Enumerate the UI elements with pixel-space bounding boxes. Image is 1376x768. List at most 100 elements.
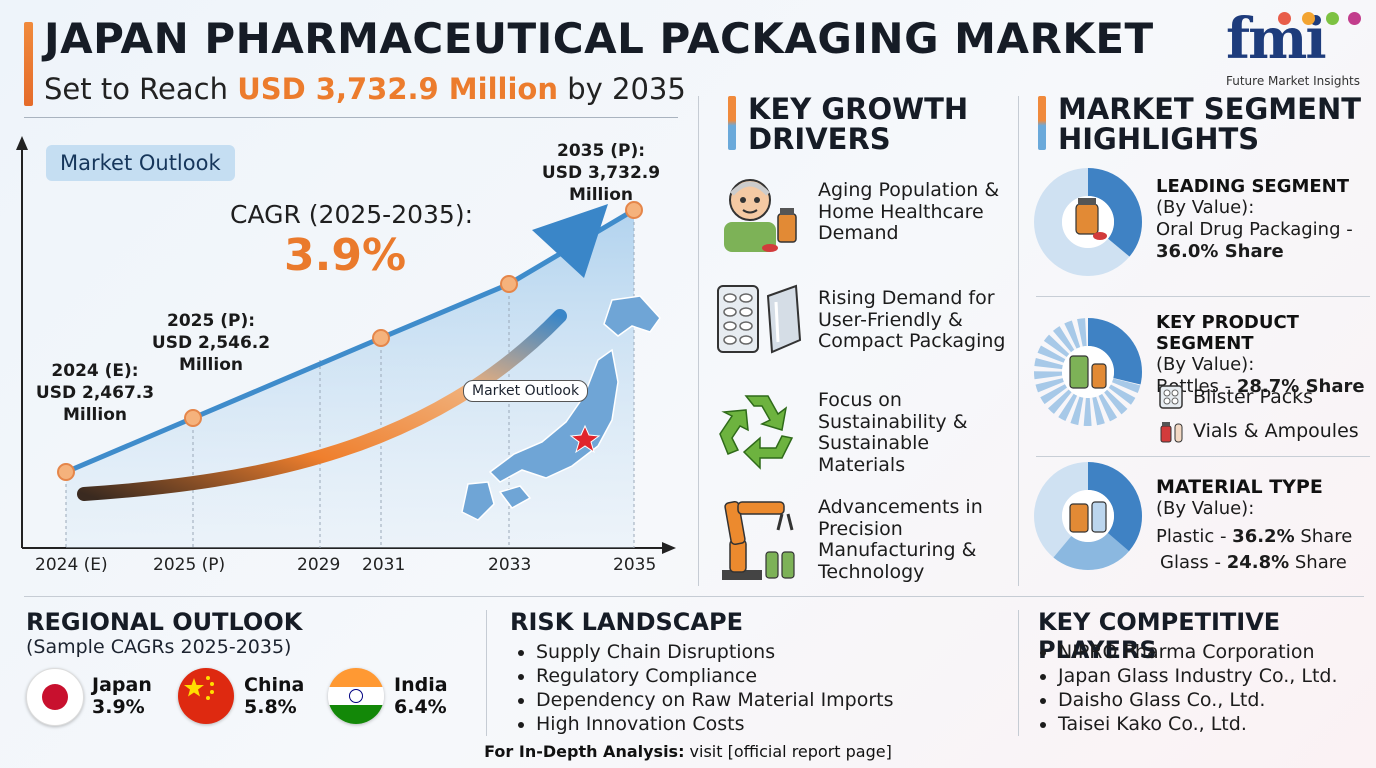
leading-segment-donut xyxy=(1034,168,1142,276)
japan-flag-icon xyxy=(26,668,84,726)
area-fill xyxy=(66,210,634,548)
risk-item: Supply Chain Disruptions xyxy=(536,640,894,664)
column-separator-2 xyxy=(1018,96,1019,586)
donut-share-arc xyxy=(1034,318,1142,426)
map-label: Market Outlook xyxy=(463,380,589,402)
callout-2025-year: 2025 (P): xyxy=(166,311,256,331)
driver-4-line4: Technology xyxy=(818,560,925,583)
callout-2035: 2035 (P): USD 3,732.9 Million xyxy=(508,140,694,206)
material-type-text: MATERIAL TYPE (By Value): Plastic - 36.2… xyxy=(1156,476,1372,574)
leading-segment-share: 36.0% Share xyxy=(1156,241,1284,262)
product-segment-title: KEY PRODUCT SEGMENT xyxy=(1156,312,1299,354)
map-shikoku xyxy=(498,485,532,509)
bottom-separator-2 xyxy=(1018,610,1019,736)
donut-share-arc xyxy=(1034,168,1142,276)
other-product-vials: Vials & Ampoules xyxy=(1193,420,1359,442)
blister-pack-small-icon xyxy=(1159,385,1183,409)
drivers-accent-bar xyxy=(728,96,736,150)
material-glass-name: Glass - xyxy=(1160,552,1227,573)
risk-item: Regulatory Compliance xyxy=(536,664,894,688)
player-item: Japan Glass Industry Co., Ltd. xyxy=(1058,664,1338,688)
driver-2-line2: User-Friendly & xyxy=(818,308,963,331)
glass-bottle-icon xyxy=(1091,501,1107,533)
product-segment-text: KEY PRODUCT SEGMENT (By Value): Bottles … xyxy=(1156,312,1372,398)
cagr-value: 3.9% xyxy=(284,230,407,281)
footer: For In-Depth Analysis: visit [official r… xyxy=(0,742,1376,761)
x-tick-2025: 2025 (P) xyxy=(153,555,226,575)
driver-3-line2: Sustainability & xyxy=(818,410,968,433)
driver-4-line2: Precision xyxy=(818,517,903,540)
callout-2025-unit: Million xyxy=(178,355,243,375)
growth-arrow-head xyxy=(532,204,608,278)
japan-map xyxy=(461,295,661,521)
material-type-by: (By Value): xyxy=(1156,498,1255,519)
title-accent-bar xyxy=(24,22,33,106)
elderly-person-icon xyxy=(724,179,797,252)
product-segment-donut xyxy=(1034,318,1142,426)
driver-3-line3: Sustainable xyxy=(818,432,930,454)
driver-4-line3: Manufacturing & xyxy=(818,539,977,561)
callout-2035-year: 2035 (P): xyxy=(556,141,646,161)
point-2031 xyxy=(372,329,390,347)
regional-subheading: (Sample CAGRs 2025-2035) xyxy=(26,636,292,658)
callout-2024-value: USD 2,467.3 xyxy=(35,383,155,403)
logo-dot-purple xyxy=(1348,12,1361,25)
logo-dot-red xyxy=(1278,12,1291,25)
driver-3-line4: Materials xyxy=(818,453,906,476)
segments-heading: MARKET SEGMENT HIGHLIGHTS xyxy=(1058,94,1361,154)
segments-heading-line2: HIGHLIGHTS xyxy=(1058,122,1260,156)
donut-plastic-arc xyxy=(1034,462,1142,570)
driver-user-friendly-packaging: Rising Demand for User-Friendly & Compac… xyxy=(818,287,1006,353)
subtitle-value: USD 3,732.9 Million xyxy=(237,72,558,106)
driver-1-line1: Aging Population & xyxy=(818,179,1000,201)
plastic-bottle-icon xyxy=(1069,503,1089,533)
country-japan: Japan 3.9% xyxy=(92,674,152,718)
segment-divider-2 xyxy=(1036,456,1370,457)
x-tick-2031: 2031 xyxy=(362,555,406,575)
risk-list: Supply Chain Disruptions Regulatory Comp… xyxy=(514,640,894,736)
china-flag-icon xyxy=(178,668,234,724)
driver-sustainability: Focus on Sustainability & Sustainable Ma… xyxy=(818,389,968,476)
subtitle-prefix: Set to Reach xyxy=(44,72,238,106)
vial-ampoule-small-icon xyxy=(1160,422,1183,443)
driver-aging-population: Aging Population & Home Healthcare Deman… xyxy=(818,179,1000,245)
robot-arm-icon xyxy=(722,500,795,580)
bottle-icon xyxy=(1069,355,1089,389)
risk-heading: RISK LANDSCAPE xyxy=(510,608,743,636)
logo-dot-orange xyxy=(1302,12,1315,25)
blister-pack-icon xyxy=(717,284,802,354)
driver-1-line2: Home Healthcare xyxy=(818,200,984,223)
product-segment-share: 28.7% Share xyxy=(1236,376,1365,397)
leading-segment-text: LEADING SEGMENT (By Value): Oral Drug Pa… xyxy=(1156,176,1372,263)
driver-2-line3: Compact Packaging xyxy=(818,330,1006,352)
logo-company-name: Future Market Insights xyxy=(1226,74,1361,88)
map-kyushu xyxy=(461,481,495,521)
recycle-icon xyxy=(719,395,794,470)
cagr-label: CAGR (2025-2035): xyxy=(230,200,474,229)
callout-2024-unit: Million xyxy=(62,405,127,425)
medicine-bottle-icon xyxy=(1075,203,1099,235)
header-divider xyxy=(24,117,678,118)
driver-4-line1: Advancements in xyxy=(818,496,983,518)
risk-item: High Innovation Costs xyxy=(536,712,894,736)
segments-accent-bar xyxy=(1038,96,1046,150)
point-2024 xyxy=(57,463,75,481)
y-axis-arrow xyxy=(16,136,28,150)
driver-precision-manufacturing: Advancements in Precision Manufacturing … xyxy=(818,496,983,583)
drivers-heading-line2: DRIVERS xyxy=(748,122,891,156)
subtitle-suffix: by 2035 xyxy=(558,72,686,106)
x-tick-2024: 2024 (E) xyxy=(35,555,108,575)
regional-heading: REGIONAL OUTLOOK xyxy=(26,608,303,636)
country-japan-name: Japan xyxy=(92,674,152,696)
drivers-heading-line1: KEY GROWTH xyxy=(748,92,969,126)
driver-3-line1: Focus on xyxy=(818,389,902,411)
map-hokkaido xyxy=(603,295,661,337)
x-tick-2035: 2035 xyxy=(613,555,657,575)
material-plastic-name: Plastic - xyxy=(1156,526,1233,547)
india-flag-icon xyxy=(328,668,384,724)
player-item: Daisho Glass Co., Ltd. xyxy=(1058,688,1338,712)
material-plastic-share: 36.2% xyxy=(1232,526,1295,547)
players-list: NIPRO Pharma Corporation Japan Glass Ind… xyxy=(1036,640,1338,736)
market-outlook-chart xyxy=(16,136,676,554)
map-honshu xyxy=(488,348,619,483)
